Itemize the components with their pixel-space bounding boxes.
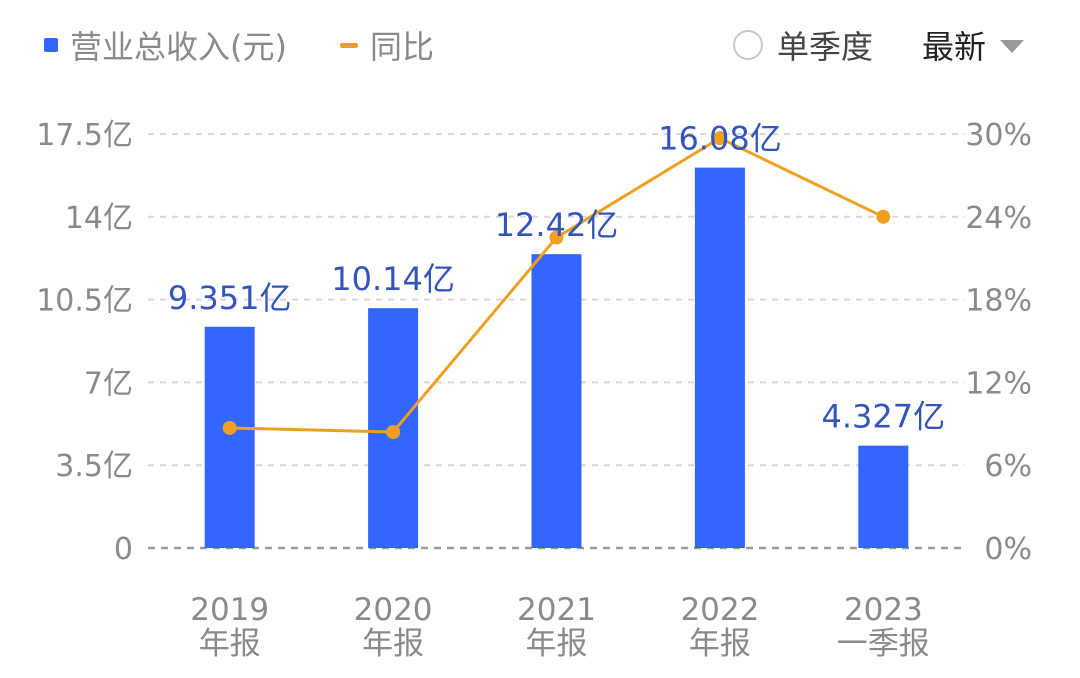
legend-yoy[interactable]: 同比: [340, 22, 434, 68]
y-right-tick-label: 30%: [965, 118, 1032, 153]
bar-data-label: 10.14亿: [331, 260, 455, 298]
legend-revenue[interactable]: 营业总收入(元): [44, 22, 287, 68]
yoy-point: [876, 209, 891, 224]
chevron-down-icon: [1000, 39, 1025, 53]
x-category-sublabel: 年报: [199, 626, 261, 662]
yoy-point: [222, 420, 237, 435]
quarter-toggle[interactable]: 单季度: [733, 22, 873, 68]
legend-bar-swatch: [44, 38, 58, 52]
y-left-tick-label: 0: [114, 532, 133, 567]
y-right-tick-label: 24%: [965, 201, 1032, 236]
y-right-tick-label: 0%: [984, 532, 1032, 567]
x-category-sublabel: 年报: [689, 626, 751, 662]
quarter-toggle-label: 单季度: [777, 28, 874, 66]
x-category-sublabel: 年报: [526, 626, 588, 662]
bar-data-label: 16.08亿: [658, 120, 782, 158]
yoy-point: [549, 230, 564, 245]
legend-revenue-label: 营业总收入(元): [70, 28, 287, 66]
yoy-point: [386, 425, 401, 440]
x-category-label: 2023: [844, 592, 923, 628]
x-category-sublabel: 年报: [362, 626, 424, 662]
y-left-tick-label: 14亿: [65, 201, 133, 236]
bar: [531, 254, 582, 548]
bar: [858, 445, 909, 548]
y-left-tick-label: 3.5亿: [55, 449, 133, 484]
period-select[interactable]: 最新: [922, 22, 1025, 68]
y-left-tick-label: 7亿: [84, 366, 133, 401]
bar-data-label: 12.42亿: [495, 206, 619, 244]
x-category-sublabel: 一季报: [837, 626, 930, 662]
radio-icon[interactable]: [733, 30, 763, 60]
period-select-value: 最新: [922, 28, 987, 66]
y-right-tick-label: 6%: [984, 449, 1032, 484]
y-left-tick-label: 10.5亿: [36, 284, 133, 319]
x-category-label: 2019: [190, 592, 269, 628]
y-right-tick-label: 18%: [965, 284, 1032, 319]
bar-data-label: 9.351亿: [168, 279, 292, 317]
x-category-label: 2021: [517, 592, 596, 628]
legend-line-swatch: [340, 42, 358, 48]
x-category-label: 2020: [354, 592, 433, 628]
yoy-point: [712, 131, 727, 146]
x-category-label: 2022: [680, 592, 759, 628]
y-left-tick-label: 17.5亿: [36, 118, 133, 153]
bar: [694, 167, 745, 548]
bar-data-label: 4.327亿: [821, 398, 945, 436]
y-right-tick-label: 12%: [965, 366, 1032, 401]
legend-yoy-label: 同比: [370, 28, 435, 66]
bar: [204, 326, 255, 548]
